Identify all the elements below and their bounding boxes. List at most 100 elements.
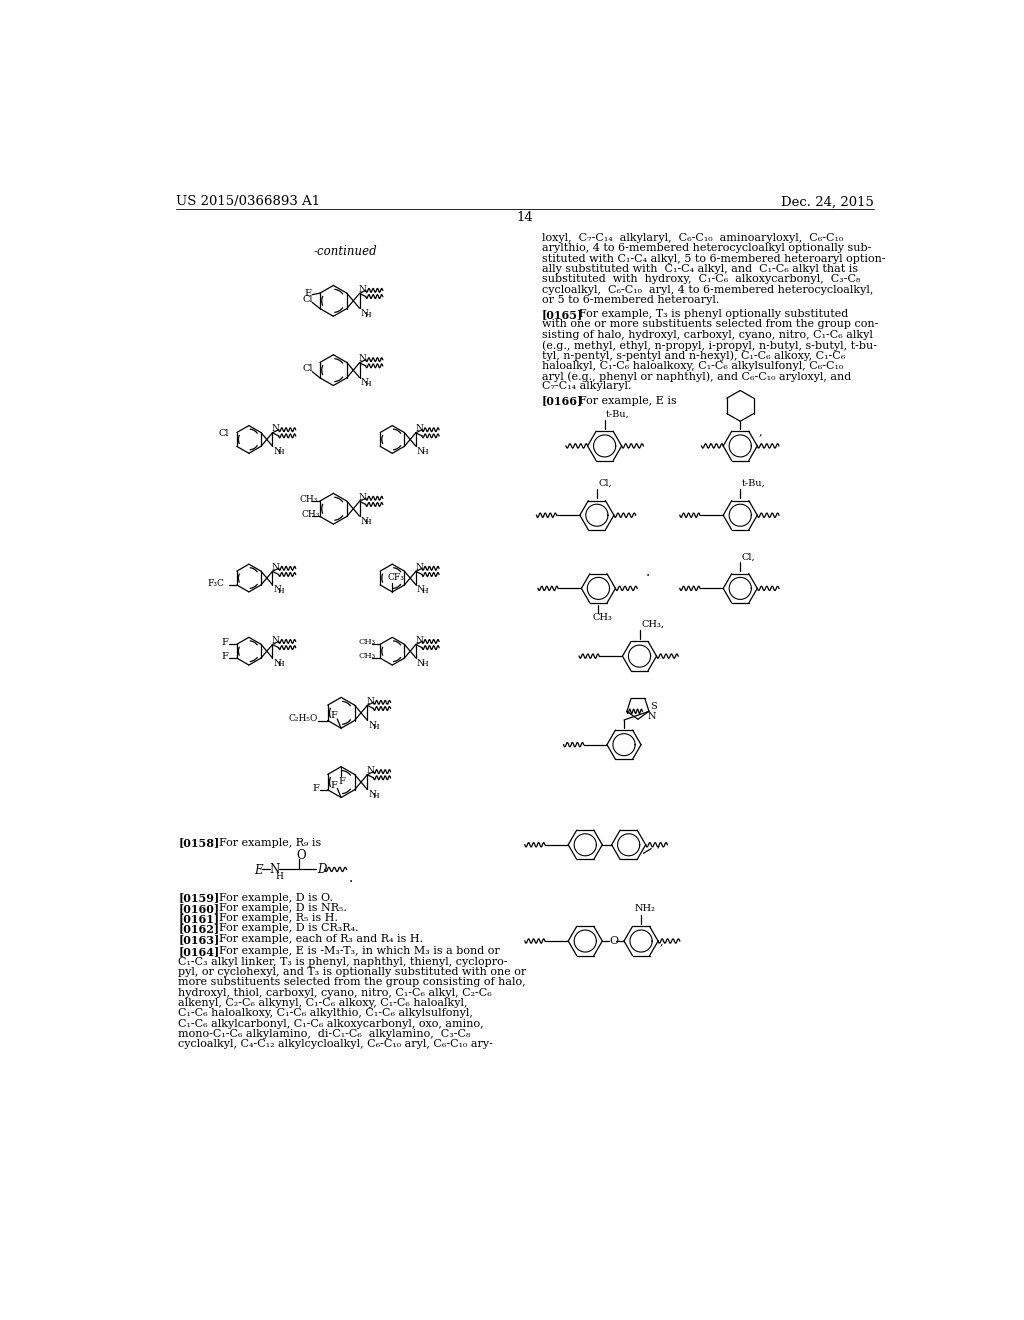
Text: cycloalkyl,  C₆-C₁₀  aryl, 4 to 6-membered heterocycloalkyl,: cycloalkyl, C₆-C₁₀ aryl, 4 to 6-membered… [542, 285, 873, 294]
Text: F: F [331, 780, 337, 789]
Text: N: N [360, 379, 369, 387]
Text: H: H [278, 587, 285, 595]
Text: N: N [273, 659, 281, 668]
Text: hydroxyl, thiol, carboxyl, cyano, nitro, C₁-C₆ alkyl, C₂-C₆: hydroxyl, thiol, carboxyl, cyano, nitro,… [178, 987, 493, 998]
Text: t-Bu,: t-Bu, [606, 409, 630, 418]
Text: N: N [367, 697, 375, 706]
Text: [0160]: [0160] [178, 903, 219, 913]
Text: CH₃: CH₃ [358, 652, 376, 660]
Text: [0164]: [0164] [178, 946, 219, 957]
Text: with one or more substituents selected from the group con-: with one or more substituents selected f… [542, 319, 879, 330]
Text: F: F [221, 652, 228, 661]
Text: H: H [278, 660, 285, 668]
Text: For example, R₅ is H.: For example, R₅ is H. [219, 913, 338, 923]
Text: H: H [365, 380, 372, 388]
Text: N: N [273, 586, 281, 594]
Text: H: H [365, 519, 372, 527]
Text: C₇-C₁₄ alkylaryl.: C₇-C₁₄ alkylaryl. [542, 381, 632, 392]
Text: N: N [368, 791, 376, 800]
Text: Dec. 24, 2015: Dec. 24, 2015 [780, 195, 873, 209]
Text: t-Bu,: t-Bu, [741, 479, 766, 488]
Text: ,: , [759, 426, 762, 436]
Text: [0159]: [0159] [178, 892, 219, 903]
Text: mono-C₁-C₆ alkylamino,  di-C₁-C₆  alkylamino,  C₃-C₈: mono-C₁-C₆ alkylamino, di-C₁-C₆ alkylami… [178, 1030, 471, 1039]
Text: For example, R₉ is: For example, R₉ is [219, 837, 321, 847]
Text: O: O [609, 936, 618, 945]
Text: .: . [646, 565, 650, 579]
Text: H: H [373, 722, 379, 730]
Text: [0165]: [0165] [542, 309, 583, 321]
Text: C₁-C₆ haloalkoxy, C₁-C₆ alkylthio, C₁-C₆ alkylsulfonyl,: C₁-C₆ haloalkoxy, C₁-C₆ alkylthio, C₁-C₆… [178, 1008, 473, 1018]
Text: N: N [368, 721, 376, 730]
Text: F: F [312, 784, 319, 792]
Text: N: N [358, 354, 367, 363]
Text: O: O [296, 849, 306, 862]
Text: N: N [360, 309, 369, 318]
Text: or 5 to 6-membered heteroaryl.: or 5 to 6-membered heteroaryl. [542, 294, 719, 305]
Text: N: N [415, 636, 423, 645]
Text: H: H [373, 792, 379, 800]
Text: F: F [221, 638, 228, 647]
Text: pyl, or cyclohexyl, and T₃ is optionally substituted with one or: pyl, or cyclohexyl, and T₃ is optionally… [178, 968, 526, 977]
Text: N: N [271, 636, 280, 645]
Text: D: D [317, 863, 327, 876]
Text: N: N [358, 285, 367, 294]
Text: -continued: -continued [314, 244, 378, 257]
Text: For example, D is O.: For example, D is O. [219, 892, 333, 903]
Text: ,: , [659, 936, 664, 946]
Text: N: N [360, 517, 369, 525]
Text: Cl: Cl [303, 364, 313, 374]
Text: N: N [271, 424, 280, 433]
Text: more substituents selected from the group consisting of halo,: more substituents selected from the grou… [178, 977, 526, 987]
Text: CH₃: CH₃ [301, 511, 319, 519]
Text: N: N [415, 562, 423, 572]
Text: cycloalkyl, C₄-C₁₂ alkylcycloalkyl, C₆-C₁₀ aryl, C₆-C₁₀ ary-: cycloalkyl, C₄-C₁₂ alkylcycloalkyl, C₆-C… [178, 1039, 494, 1049]
Text: aryl (e.g., phenyl or naphthyl), and C₆-C₁₀ aryloxyl, and: aryl (e.g., phenyl or naphthyl), and C₆-… [542, 371, 851, 381]
Text: [0166]: [0166] [542, 396, 583, 407]
Text: H: H [275, 871, 283, 880]
Text: arylthio, 4 to 6-membered heterocycloalkyl optionally sub-: arylthio, 4 to 6-membered heterocycloalk… [542, 243, 871, 253]
Text: For example, D is CR₃R₄.: For example, D is CR₃R₄. [219, 924, 358, 933]
Text: CH₃: CH₃ [300, 495, 318, 504]
Text: alkenyl, C₂-C₆ alkynyl, C₁-C₆ alkoxy, C₁-C₆ haloalkyl,: alkenyl, C₂-C₆ alkynyl, C₁-C₆ alkoxy, C₁… [178, 998, 468, 1008]
Text: 14: 14 [516, 211, 534, 224]
Text: [0162]: [0162] [178, 924, 219, 935]
Text: tyl, n-pentyl, s-pentyl and n-hexyl), C₁-C₆ alkoxy, C₁-C₆: tyl, n-pentyl, s-pentyl and n-hexyl), C₁… [542, 350, 845, 360]
Text: [0161]: [0161] [178, 913, 219, 924]
Text: N: N [417, 447, 424, 455]
Text: N: N [358, 492, 367, 502]
Text: [0158]: [0158] [178, 837, 219, 849]
Text: Cl: Cl [303, 294, 313, 304]
Text: N: N [417, 659, 424, 668]
Text: E: E [254, 865, 263, 876]
Text: For example, E is -M₃-T₃, in which M₃ is a bond or: For example, E is -M₃-T₃, in which M₃ is… [219, 946, 500, 957]
Text: ,: , [656, 838, 660, 849]
Text: C₁-C₃ alkyl linker, T₃ is phenyl, naphthyl, thienyl, cyclopro-: C₁-C₃ alkyl linker, T₃ is phenyl, naphth… [178, 957, 508, 966]
Text: N: N [417, 586, 424, 594]
Text: (e.g., methyl, ethyl, n-propyl, i-propyl, n-butyl, s-butyl, t-bu-: (e.g., methyl, ethyl, n-propyl, i-propyl… [542, 341, 877, 351]
Text: F₃C: F₃C [208, 578, 224, 587]
Text: substituted  with  hydroxy,  C₁-C₆  alkoxycarbonyl,  C₃-C₈: substituted with hydroxy, C₁-C₆ alkoxyca… [542, 275, 860, 284]
Text: F: F [338, 777, 345, 787]
Text: N: N [273, 447, 281, 455]
Text: N: N [415, 424, 423, 433]
Text: F: F [304, 289, 311, 298]
Text: N: N [271, 562, 280, 572]
Text: Cl,: Cl, [598, 479, 612, 488]
Text: For example, T₃ is phenyl optionally substituted: For example, T₃ is phenyl optionally sub… [579, 309, 848, 319]
Text: N: N [648, 711, 656, 721]
Text: [0163]: [0163] [178, 933, 219, 945]
Text: CH₃,: CH₃, [641, 620, 664, 628]
Text: NH₂: NH₂ [635, 904, 655, 913]
Text: CF₃: CF₃ [388, 573, 404, 582]
Text: stituted with C₁-C₄ alkyl, 5 to 6-membered heteroaryl option-: stituted with C₁-C₄ alkyl, 5 to 6-member… [542, 253, 886, 264]
Text: S: S [650, 701, 657, 710]
Text: ally substituted with  C₁-C₄ alkyl, and  C₁-C₆ alkyl that is: ally substituted with C₁-C₄ alkyl, and C… [542, 264, 858, 275]
Text: Cl: Cl [218, 429, 228, 438]
Text: Cl,: Cl, [741, 552, 756, 561]
Text: For example, each of R₃ and R₄ is H.: For example, each of R₃ and R₄ is H. [219, 933, 423, 944]
Text: C₂H₅O: C₂H₅O [289, 714, 318, 723]
Text: US 2015/0366893 A1: US 2015/0366893 A1 [176, 195, 321, 209]
Text: H: H [421, 449, 428, 457]
Text: N: N [270, 863, 281, 876]
